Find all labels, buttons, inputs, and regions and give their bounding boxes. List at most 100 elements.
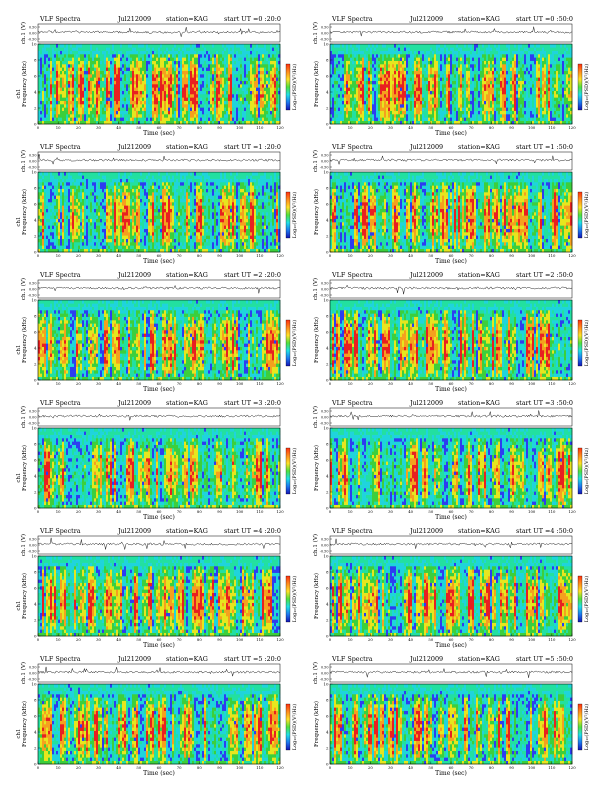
spectrogram-cell bbox=[102, 47, 104, 51]
spectrogram-cell bbox=[138, 64, 140, 68]
spectrogram-cell bbox=[44, 74, 46, 78]
spectrogram-cell bbox=[88, 67, 90, 71]
spectrogram-cell bbox=[136, 71, 138, 75]
spectrogram-cell bbox=[130, 77, 132, 81]
spectrogram-cell bbox=[86, 67, 88, 71]
spectrogram-cell bbox=[92, 111, 94, 115]
spectrogram-cell bbox=[128, 94, 130, 98]
spectrogram-cell bbox=[66, 97, 68, 101]
spectrogram-cell bbox=[60, 47, 62, 51]
spectrogram-cell bbox=[122, 101, 124, 105]
spectrogram-cell bbox=[114, 51, 116, 55]
spectrogram-cell bbox=[70, 64, 72, 68]
spectrogram-cell bbox=[126, 77, 128, 81]
spectrogram-cell bbox=[64, 87, 66, 91]
spectrogram-cell bbox=[74, 117, 76, 121]
spectrogram-cell bbox=[54, 61, 56, 65]
spectrogram-cell bbox=[112, 91, 114, 95]
spectrogram-cell bbox=[42, 44, 44, 48]
spectrogram-cell bbox=[74, 67, 76, 71]
spectrogram-cell bbox=[42, 87, 44, 91]
spectrogram-cell bbox=[130, 114, 132, 118]
spectrogram-cell bbox=[44, 114, 46, 118]
spectrogram-cell bbox=[138, 114, 140, 118]
spectrogram-cell bbox=[94, 84, 96, 88]
spectrogram-cell bbox=[138, 97, 140, 101]
spectrogram-cell bbox=[130, 87, 132, 91]
spectrogram-cell bbox=[96, 44, 98, 48]
spectrogram-cell bbox=[54, 51, 56, 55]
spectrogram-cell bbox=[108, 44, 110, 48]
spectrogram-cell bbox=[120, 47, 122, 51]
spectrogram-cell bbox=[60, 114, 62, 118]
spectrogram-cell bbox=[116, 91, 118, 95]
spectrogram-cell bbox=[66, 81, 68, 85]
spectrogram-cell bbox=[46, 61, 48, 65]
spectrogram-cell bbox=[114, 64, 116, 68]
spectrogram-cell bbox=[108, 87, 110, 91]
spectrogram-cell bbox=[84, 101, 86, 105]
spectrogram-cell bbox=[114, 71, 116, 75]
spectrogram-cell bbox=[58, 87, 60, 91]
spectrogram-cell bbox=[96, 61, 98, 65]
spectrogram-cell bbox=[60, 107, 62, 111]
spectrogram-cell bbox=[130, 57, 132, 61]
spectrogram-cell bbox=[110, 111, 112, 115]
spectrogram-cell bbox=[52, 114, 54, 118]
spectrogram-cell bbox=[84, 104, 86, 108]
spectrogram-cell bbox=[52, 54, 54, 58]
spectrogram-cell bbox=[104, 84, 106, 88]
spectrogram-cell bbox=[72, 67, 74, 71]
spectrogram-cell bbox=[52, 97, 54, 101]
spectrogram-cell bbox=[54, 91, 56, 95]
spectrogram-cell bbox=[48, 44, 50, 48]
spectrogram-cell bbox=[96, 64, 98, 68]
spectrogram-cell bbox=[98, 84, 100, 88]
spectrogram-cell bbox=[124, 107, 126, 111]
spectrogram-cell bbox=[118, 111, 120, 115]
spectrogram-cell bbox=[104, 101, 106, 105]
spectrogram-cell bbox=[74, 54, 76, 58]
spectrogram-cell bbox=[120, 57, 122, 61]
spectrogram-cell bbox=[106, 101, 108, 105]
spectrogram-cell bbox=[94, 104, 96, 108]
spectrogram-cell bbox=[116, 117, 118, 121]
spectrogram-cell bbox=[80, 77, 82, 81]
spectrogram-cell bbox=[60, 64, 62, 68]
spectrogram-cell bbox=[134, 91, 136, 95]
spectrogram-cell bbox=[118, 84, 120, 88]
spectrogram-cell bbox=[80, 54, 82, 58]
spectrogram-cell bbox=[86, 101, 88, 105]
spectrogram-cell bbox=[126, 64, 128, 68]
spectrogram-cell bbox=[52, 64, 54, 68]
spectrogram-cell bbox=[74, 111, 76, 115]
spectrogram-cell bbox=[92, 104, 94, 108]
spectrogram-cell bbox=[120, 67, 122, 71]
spectrogram-cell bbox=[100, 107, 102, 111]
spectrogram-cell bbox=[132, 64, 134, 68]
spectrogram-cell bbox=[70, 67, 72, 71]
spectrogram-cell bbox=[42, 77, 44, 81]
spectrogram-cell bbox=[138, 94, 140, 98]
spectrogram-cell bbox=[90, 111, 92, 115]
spectrogram-cell bbox=[122, 54, 124, 58]
spectrogram-cell bbox=[94, 77, 96, 81]
spectrogram-cell bbox=[106, 44, 108, 48]
spectrogram-cell bbox=[76, 57, 78, 61]
spectrogram-cell bbox=[54, 67, 56, 71]
spectrogram-cell bbox=[126, 71, 128, 75]
spectrogram-cell bbox=[86, 47, 88, 51]
spectrogram-cell bbox=[132, 117, 134, 121]
spectrogram-cell bbox=[132, 101, 134, 105]
spectrogram-cell bbox=[112, 67, 114, 71]
spectrogram-cell bbox=[114, 77, 116, 81]
spectrogram-cell bbox=[80, 94, 82, 98]
spectrogram-cell bbox=[70, 117, 72, 121]
spectrogram-cell bbox=[38, 47, 40, 51]
spectrogram-cell bbox=[124, 74, 126, 78]
spectrogram-cell bbox=[66, 111, 68, 115]
spectrogram-cell bbox=[42, 74, 44, 78]
spectrogram-cell bbox=[50, 91, 52, 95]
spectrogram-cell bbox=[84, 74, 86, 78]
spectrogram-cell bbox=[68, 111, 70, 115]
